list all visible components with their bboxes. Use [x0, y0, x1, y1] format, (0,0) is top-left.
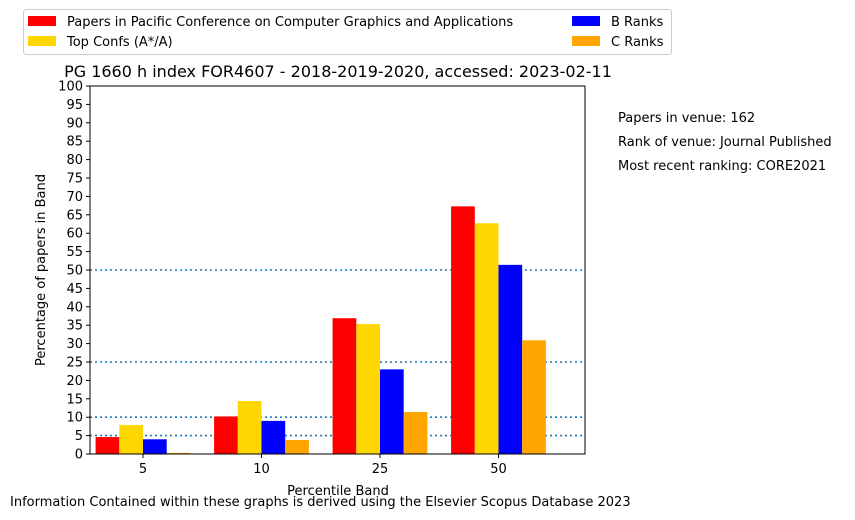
x-tick-label: 50	[490, 462, 507, 477]
y-tick-label: 30	[66, 337, 83, 352]
x-tick-label: 25	[372, 462, 389, 477]
y-tick-label: 55	[66, 245, 83, 260]
legend-label: Top Confs (A*/A)	[66, 35, 173, 50]
bar	[143, 439, 167, 454]
y-tick-label: 90	[66, 116, 83, 131]
y-tick-label: 60	[66, 227, 83, 242]
bar	[237, 401, 262, 454]
bar	[285, 440, 309, 454]
y-tick-label: 0	[75, 448, 83, 463]
bar	[498, 264, 523, 454]
y-axis: 0 5 10 15 20 25 30 35 40 45 50 55 60 65 70 75 80 85 90 95 10…	[58, 80, 90, 463]
y-tick-label: 100	[58, 80, 83, 95]
legend-label: C Ranks	[611, 35, 664, 50]
legend-label: Papers in Pacific Conference on Computer…	[67, 15, 513, 30]
y-tick-label: 50	[66, 264, 83, 279]
bar	[403, 412, 428, 454]
y-tick-label: 95	[66, 98, 83, 113]
y-axis-label: Percentage of papers in Band	[34, 174, 49, 366]
legend-frame	[23, 9, 672, 55]
y-tick-label: 85	[66, 135, 83, 150]
x-axis-label: Percentile Band	[287, 484, 389, 499]
legend-swatch	[28, 16, 56, 26]
bar	[214, 416, 238, 454]
bar	[451, 206, 475, 454]
bars	[95, 206, 546, 454]
y-tick-label: 15	[66, 392, 83, 407]
rank-of-venue-note: Rank of venue: Journal Published	[618, 135, 832, 150]
y-tick-label: 65	[66, 208, 83, 223]
bar	[522, 340, 546, 454]
bar	[119, 424, 143, 454]
y-tick-label: 5	[75, 429, 83, 444]
x-tick-label: 5	[139, 462, 147, 477]
papers-in-venue-note: Papers in venue: 162	[618, 111, 756, 126]
bar	[332, 318, 357, 454]
x-tick-label: 10	[253, 462, 270, 477]
y-tick-label: 45	[66, 282, 83, 297]
bar	[166, 452, 191, 454]
chart-title: PG 1660 h index FOR4607 - 2018-2019-2020…	[64, 62, 612, 81]
recent-ranking-note: Most recent ranking: CORE2021	[618, 159, 827, 174]
legend-swatch	[572, 16, 600, 26]
y-tick-label: 25	[66, 356, 83, 371]
legend-swatch	[572, 36, 600, 46]
y-tick-label: 35	[66, 319, 83, 334]
footer-note: Information Contained within these graph…	[10, 495, 631, 510]
x-axis: 5 10 25 50	[139, 454, 507, 477]
y-tick-label: 80	[66, 153, 83, 168]
legend-label: B Ranks	[611, 15, 664, 30]
bar	[356, 324, 380, 454]
bar	[474, 223, 499, 454]
legend-swatch	[28, 36, 56, 46]
y-tick-label: 20	[66, 374, 83, 389]
bar	[380, 369, 404, 454]
legend: Papers in Pacific Conference on Computer…	[23, 9, 672, 55]
bar	[95, 437, 120, 454]
y-tick-label: 70	[66, 190, 83, 205]
bar	[261, 420, 286, 454]
y-tick-label: 10	[66, 411, 83, 426]
y-tick-label: 40	[66, 300, 83, 315]
y-tick-label: 75	[66, 172, 83, 187]
